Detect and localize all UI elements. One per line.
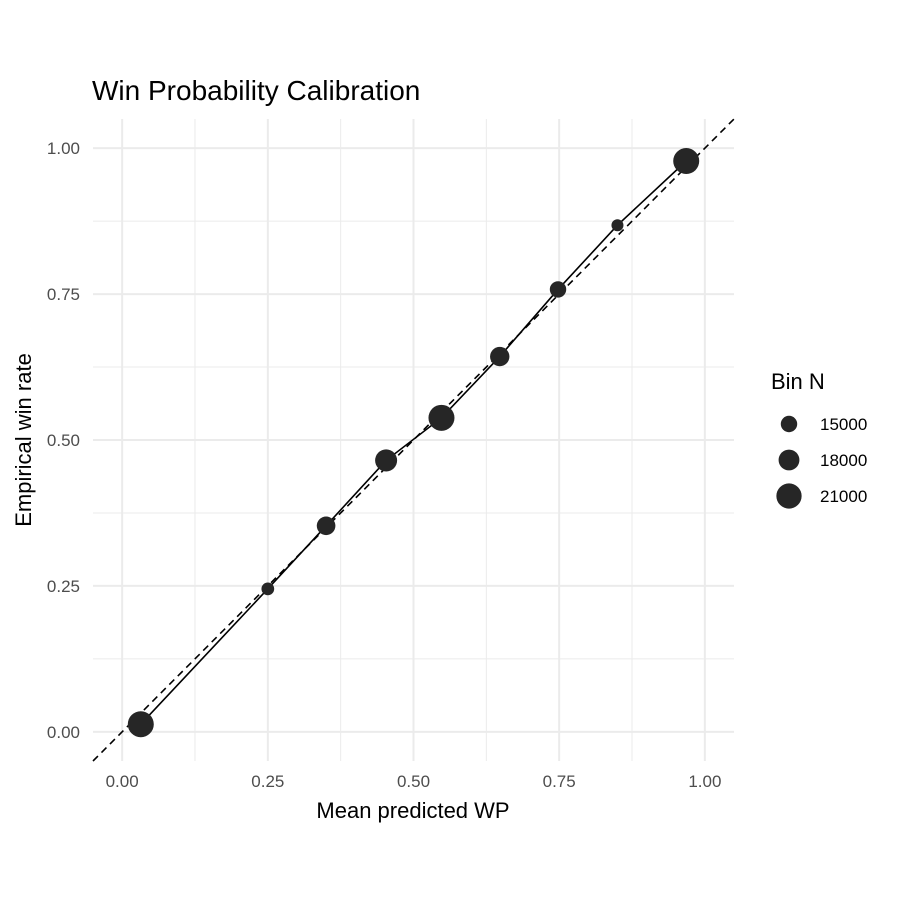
reference-line-layer [92, 118, 735, 762]
y-tick-label: 0.75 [47, 285, 80, 304]
chart-title: Win Probability Calibration [92, 75, 420, 106]
legend-label: 18000 [820, 451, 867, 470]
legend-title: Bin N [771, 369, 825, 394]
x-tick-label: 0.25 [251, 772, 284, 791]
legend-label: 15000 [820, 415, 867, 434]
grid [93, 119, 734, 761]
y-tick-label: 0.50 [47, 431, 80, 450]
data-point-2 [316, 516, 336, 536]
axis-ticks: 0.00 0.25 0.50 0.75 1.00 0.00 0.25 0.50 0.75 1.00 [47, 139, 722, 791]
x-tick-label: 0.75 [543, 772, 576, 791]
x-axis-title: Mean predicted WP [316, 798, 509, 823]
data-point-6 [549, 281, 567, 298]
x-tick-label: 0.50 [397, 772, 430, 791]
calibration-points [127, 148, 700, 738]
reference-line-y-equals-x [92, 118, 735, 762]
data-point-0 [127, 711, 154, 738]
y-tick-label: 1.00 [47, 139, 80, 158]
legend-key-18000 [778, 449, 800, 471]
legend-key-15000 [780, 415, 798, 433]
data-point-4 [428, 404, 455, 431]
y-axis-title: Empirical win rate [11, 353, 36, 527]
data-point-3 [375, 449, 398, 472]
legend-label: 21000 [820, 487, 867, 506]
y-tick-label: 0.25 [47, 577, 80, 596]
legend: Bin N 15000 18000 21000 [771, 369, 867, 509]
y-tick-label: 0.00 [47, 723, 80, 742]
x-tick-label: 1.00 [688, 772, 721, 791]
data-point-8 [673, 148, 700, 175]
data-point-7 [611, 219, 624, 232]
data-point-1 [261, 582, 275, 596]
data-point-5 [490, 346, 510, 367]
x-tick-label: 0.00 [106, 772, 139, 791]
legend-key-21000 [776, 483, 802, 509]
